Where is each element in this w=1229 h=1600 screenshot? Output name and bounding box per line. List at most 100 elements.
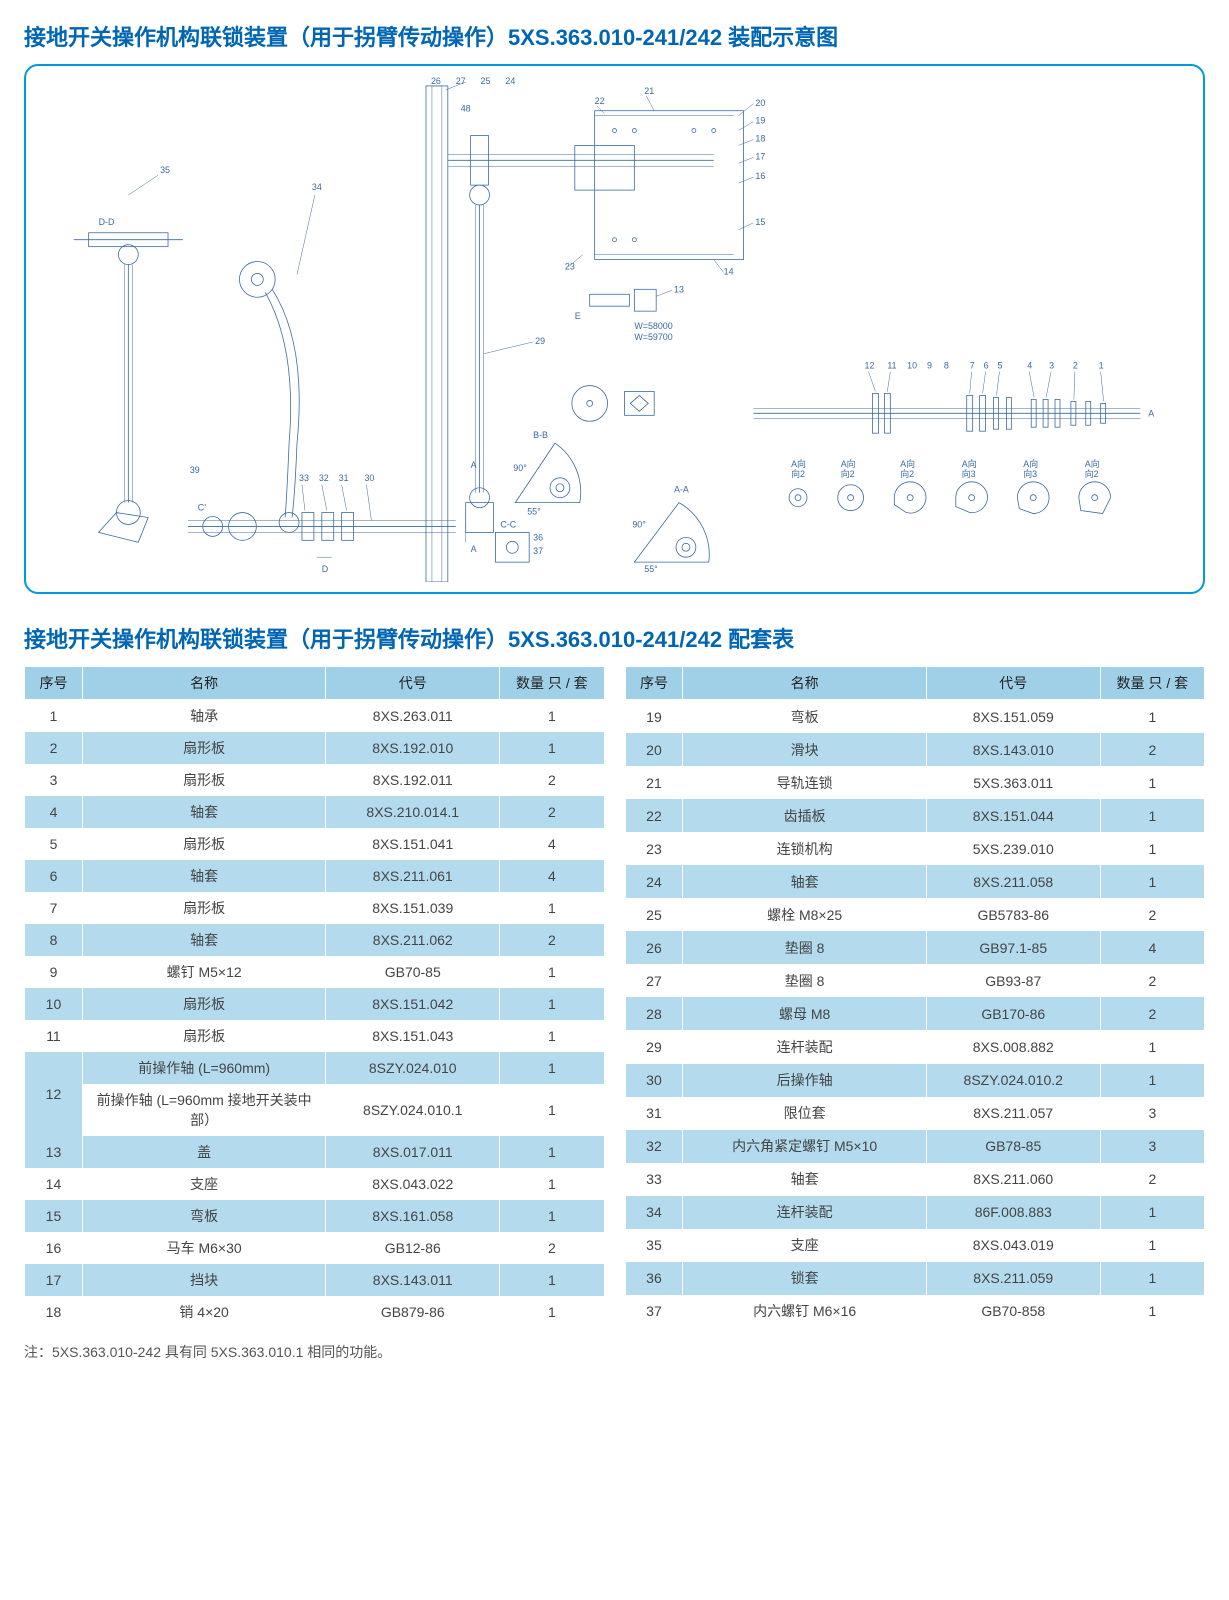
cell-qty: 1 bbox=[500, 1200, 604, 1232]
svg-text:16: 16 bbox=[755, 171, 765, 181]
cell-code: 8SZY.024.010.1 bbox=[326, 1084, 500, 1136]
table-row: 19弯板8XS.151.0591 bbox=[625, 700, 1205, 734]
table-row: 5扇形板8XS.151.0414 bbox=[25, 828, 605, 860]
cell-seq: 16 bbox=[25, 1232, 83, 1264]
assembly-diagram-frame: D-D 35 34 39 33 32 31 30 bbox=[24, 64, 1205, 594]
col-header-seq: 序号 bbox=[625, 667, 683, 700]
svg-text:A向: A向 bbox=[900, 458, 915, 469]
cell-qty: 1 bbox=[500, 1168, 604, 1200]
cell-code: 8XS.263.011 bbox=[326, 700, 500, 733]
table-row: 前操作轴 (L=960mm 接地开关装中部）8SZY.024.010.11 bbox=[25, 1084, 605, 1136]
cell-code: GB97.1-85 bbox=[926, 931, 1100, 964]
cell-name: 支座 bbox=[82, 1168, 325, 1200]
cell-qty: 2 bbox=[1100, 898, 1204, 931]
footnote-text: 注：5XS.363.010-242 具有同 5XS.363.010.1 相同的功… bbox=[24, 1342, 1205, 1362]
svg-text:A向: A向 bbox=[962, 458, 977, 469]
cell-qty: 1 bbox=[1100, 766, 1204, 799]
cell-seq: 2 bbox=[25, 732, 83, 764]
cell-name: 扇形板 bbox=[82, 828, 325, 860]
svg-text:90°: 90° bbox=[632, 519, 646, 529]
svg-text:向3: 向3 bbox=[962, 468, 976, 479]
cell-seq: 7 bbox=[25, 892, 83, 924]
cell-seq: 4 bbox=[25, 796, 83, 828]
cell-seq: 18 bbox=[25, 1296, 83, 1328]
svg-text:13: 13 bbox=[674, 284, 684, 294]
cell-code: 5XS.363.011 bbox=[926, 766, 1100, 799]
table-row: 30后操作轴8SZY.024.010.21 bbox=[625, 1064, 1205, 1097]
cell-qty: 1 bbox=[500, 1052, 604, 1084]
table-row: 2扇形板8XS.192.0101 bbox=[25, 732, 605, 764]
cell-code: GB879-86 bbox=[326, 1296, 500, 1328]
cell-qty: 1 bbox=[500, 988, 604, 1020]
cell-name: 垫圈 8 bbox=[683, 964, 926, 997]
svg-text:55°: 55° bbox=[644, 564, 658, 574]
cell-code: 8XS.151.043 bbox=[326, 1020, 500, 1052]
cell-name: 连杆装配 bbox=[683, 1030, 926, 1063]
table-header-row: 序号 名称 代号 数量 只 / 套 bbox=[625, 667, 1205, 700]
cell-qty: 1 bbox=[500, 1136, 604, 1168]
col-header-code: 代号 bbox=[326, 667, 500, 700]
cell-code: 8XS.151.039 bbox=[326, 892, 500, 924]
cell-seq: 30 bbox=[625, 1064, 683, 1097]
cell-seq: 25 bbox=[625, 898, 683, 931]
cell-seq: 31 bbox=[625, 1097, 683, 1130]
cell-name: 轴套 bbox=[82, 860, 325, 892]
svg-text:18: 18 bbox=[755, 133, 765, 143]
cell-code: GB78-85 bbox=[926, 1130, 1100, 1163]
svg-text:25: 25 bbox=[481, 76, 491, 86]
cell-name: 齿插板 bbox=[683, 799, 926, 832]
cell-name: 轴套 bbox=[82, 796, 325, 828]
table-row: 23连锁机构5XS.239.0101 bbox=[625, 832, 1205, 865]
svg-text:向2: 向2 bbox=[900, 468, 914, 479]
cell-name: 垫圈 8 bbox=[683, 931, 926, 964]
cell-code: 8XS.211.061 bbox=[326, 860, 500, 892]
svg-text:15: 15 bbox=[755, 217, 765, 227]
svg-text:30: 30 bbox=[364, 473, 374, 483]
cell-name: 盖 bbox=[82, 1136, 325, 1168]
cell-seq: 9 bbox=[25, 956, 83, 988]
cell-seq: 24 bbox=[625, 865, 683, 898]
cell-qty: 1 bbox=[1100, 1196, 1204, 1229]
table-row: 37内六螺钉 M6×16GB70-8581 bbox=[625, 1295, 1205, 1328]
svg-text:3: 3 bbox=[1049, 361, 1054, 371]
svg-text:6: 6 bbox=[984, 361, 989, 371]
cell-qty: 1 bbox=[1100, 832, 1204, 865]
cell-name: 轴套 bbox=[683, 1163, 926, 1196]
cell-code: 8XS.161.058 bbox=[326, 1200, 500, 1232]
cell-seq: 37 bbox=[625, 1295, 683, 1328]
cell-name: 轴套 bbox=[82, 924, 325, 956]
cell-name: 锁套 bbox=[683, 1262, 926, 1295]
cell-qty: 2 bbox=[1100, 997, 1204, 1030]
cell-qty: 2 bbox=[500, 924, 604, 956]
svg-text:12: 12 bbox=[865, 361, 875, 371]
cell-qty: 2 bbox=[1100, 733, 1204, 766]
cell-code: 8XS.008.882 bbox=[926, 1030, 1100, 1063]
svg-text:A-A: A-A bbox=[674, 485, 689, 495]
table-row: 24轴套8XS.211.0581 bbox=[625, 865, 1205, 898]
cell-name: 螺母 M8 bbox=[683, 997, 926, 1030]
cell-name: 连杆装配 bbox=[683, 1196, 926, 1229]
svg-text:4: 4 bbox=[1027, 361, 1032, 371]
svg-text:17: 17 bbox=[755, 151, 765, 161]
cell-code: 8XS.210.014.1 bbox=[326, 796, 500, 828]
table-row: 35支座8XS.043.0191 bbox=[625, 1229, 1205, 1262]
diagram-title: 接地开关操作机构联锁装置（用于拐臂传动操作）5XS.363.010-241/24… bbox=[24, 20, 1205, 52]
parts-tables-container: 序号 名称 代号 数量 只 / 套 1轴承8XS.263.01112扇形板8XS… bbox=[24, 666, 1205, 1328]
cell-name: 扇形板 bbox=[82, 764, 325, 796]
cell-qty: 1 bbox=[1100, 700, 1204, 734]
table-row: 15弯板8XS.161.0581 bbox=[25, 1200, 605, 1232]
table-row: 32内六角紧定螺钉 M5×10GB78-853 bbox=[625, 1130, 1205, 1163]
table-row: 34连杆装配86F.008.8831 bbox=[625, 1196, 1205, 1229]
cell-qty: 1 bbox=[1100, 1262, 1204, 1295]
table-row: 9螺钉 M5×12GB70-851 bbox=[25, 956, 605, 988]
svg-text:90°: 90° bbox=[513, 463, 527, 473]
svg-text:A向: A向 bbox=[1085, 458, 1100, 469]
cell-seq: 27 bbox=[625, 964, 683, 997]
cell-name: 限位套 bbox=[683, 1097, 926, 1130]
col-header-code: 代号 bbox=[926, 667, 1100, 700]
svg-text:向2: 向2 bbox=[791, 468, 805, 479]
table-row: 4轴套8XS.210.014.12 bbox=[25, 796, 605, 828]
cell-qty: 1 bbox=[500, 732, 604, 764]
table-title: 接地开关操作机构联锁装置（用于拐臂传动操作）5XS.363.010-241/24… bbox=[24, 622, 1205, 654]
svg-text:向2: 向2 bbox=[841, 468, 855, 479]
